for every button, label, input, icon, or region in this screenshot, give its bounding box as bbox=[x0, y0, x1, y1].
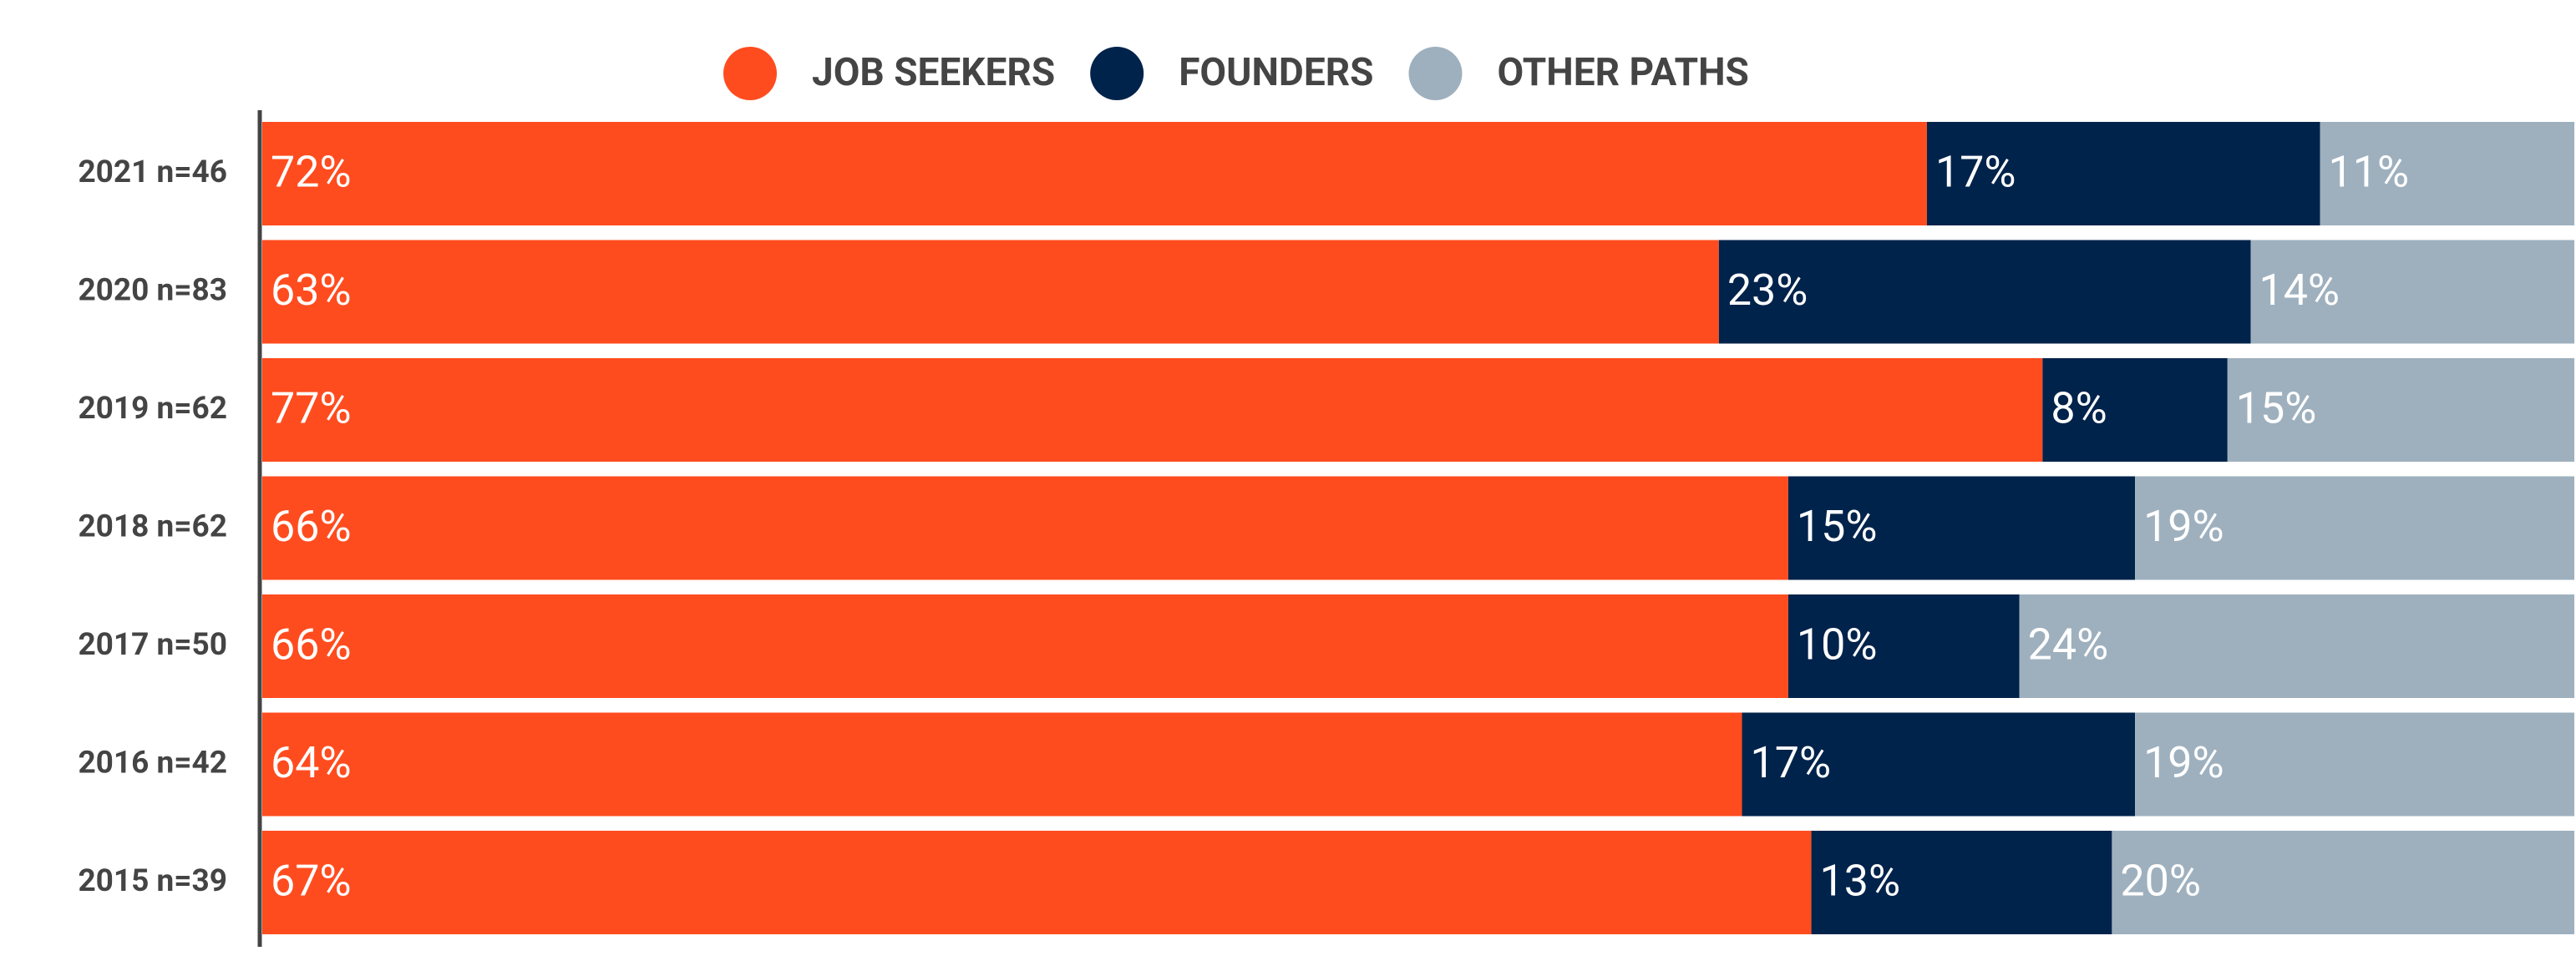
data-label: 24% bbox=[2028, 620, 2109, 670]
legend-label: JOB SEEKERS bbox=[812, 50, 1055, 95]
legend-swatch bbox=[1090, 47, 1144, 100]
data-label: 17% bbox=[1935, 147, 2016, 198]
bar-segment bbox=[262, 122, 1927, 225]
legend-label: FOUNDERS bbox=[1179, 50, 1373, 95]
bar-segment bbox=[262, 476, 1788, 580]
bar-segment bbox=[2320, 122, 2574, 225]
data-label: 11% bbox=[2329, 147, 2410, 198]
bar-segment bbox=[262, 240, 1719, 344]
data-label: 8% bbox=[2051, 383, 2107, 434]
bar-segment bbox=[2135, 712, 2574, 817]
data-label: 17% bbox=[1751, 737, 1832, 788]
bar-segment bbox=[2227, 358, 2574, 462]
data-label: 20% bbox=[2120, 856, 2201, 907]
data-label: 13% bbox=[1820, 856, 1901, 907]
data-label: 63% bbox=[271, 265, 352, 316]
y-tick-label: 2018 n=62 bbox=[78, 508, 227, 544]
data-label: 19% bbox=[2143, 501, 2224, 552]
bar-segment bbox=[1926, 122, 2320, 225]
bar-segment bbox=[2250, 240, 2574, 344]
bar-segment bbox=[1787, 594, 2020, 698]
data-label: 64% bbox=[271, 737, 352, 788]
bar-segment bbox=[1742, 712, 2136, 817]
data-label: 15% bbox=[2236, 383, 2317, 434]
data-label: 77% bbox=[271, 383, 352, 434]
data-label: 23% bbox=[1727, 265, 1808, 316]
legend-swatch bbox=[1408, 47, 1463, 100]
bar-segment bbox=[262, 712, 1742, 817]
y-tick-label: 2021 n=46 bbox=[78, 154, 227, 190]
legend-swatch bbox=[723, 47, 777, 100]
data-label: 67% bbox=[271, 856, 352, 907]
bar-segment bbox=[1811, 831, 2112, 934]
data-label: 72% bbox=[271, 147, 352, 198]
bar-segment bbox=[262, 358, 2043, 462]
bar-segment bbox=[2019, 594, 2574, 698]
data-label: 66% bbox=[271, 501, 352, 552]
y-tick-label: 2017 n=50 bbox=[78, 627, 227, 663]
bar-segment bbox=[262, 831, 1812, 934]
bar-segment bbox=[2135, 476, 2574, 580]
data-label: 15% bbox=[1797, 501, 1878, 552]
y-tick-label: 2015 n=39 bbox=[78, 863, 227, 899]
y-tick-label: 2020 n=83 bbox=[78, 272, 227, 308]
bar-segment bbox=[2042, 358, 2228, 462]
bar-segment bbox=[1718, 240, 2251, 344]
data-label: 10% bbox=[1797, 620, 1878, 670]
bar-segment bbox=[1787, 476, 2136, 580]
legend-label: OTHER PATHS bbox=[1498, 50, 1749, 95]
bar-segment bbox=[262, 594, 1788, 698]
y-tick-label: 2016 n=42 bbox=[78, 745, 227, 781]
data-label: 14% bbox=[2259, 265, 2340, 316]
bar-segment bbox=[2112, 831, 2574, 934]
data-label: 66% bbox=[271, 620, 352, 670]
data-label: 19% bbox=[2143, 737, 2224, 788]
y-tick-label: 2019 n=62 bbox=[78, 391, 227, 427]
